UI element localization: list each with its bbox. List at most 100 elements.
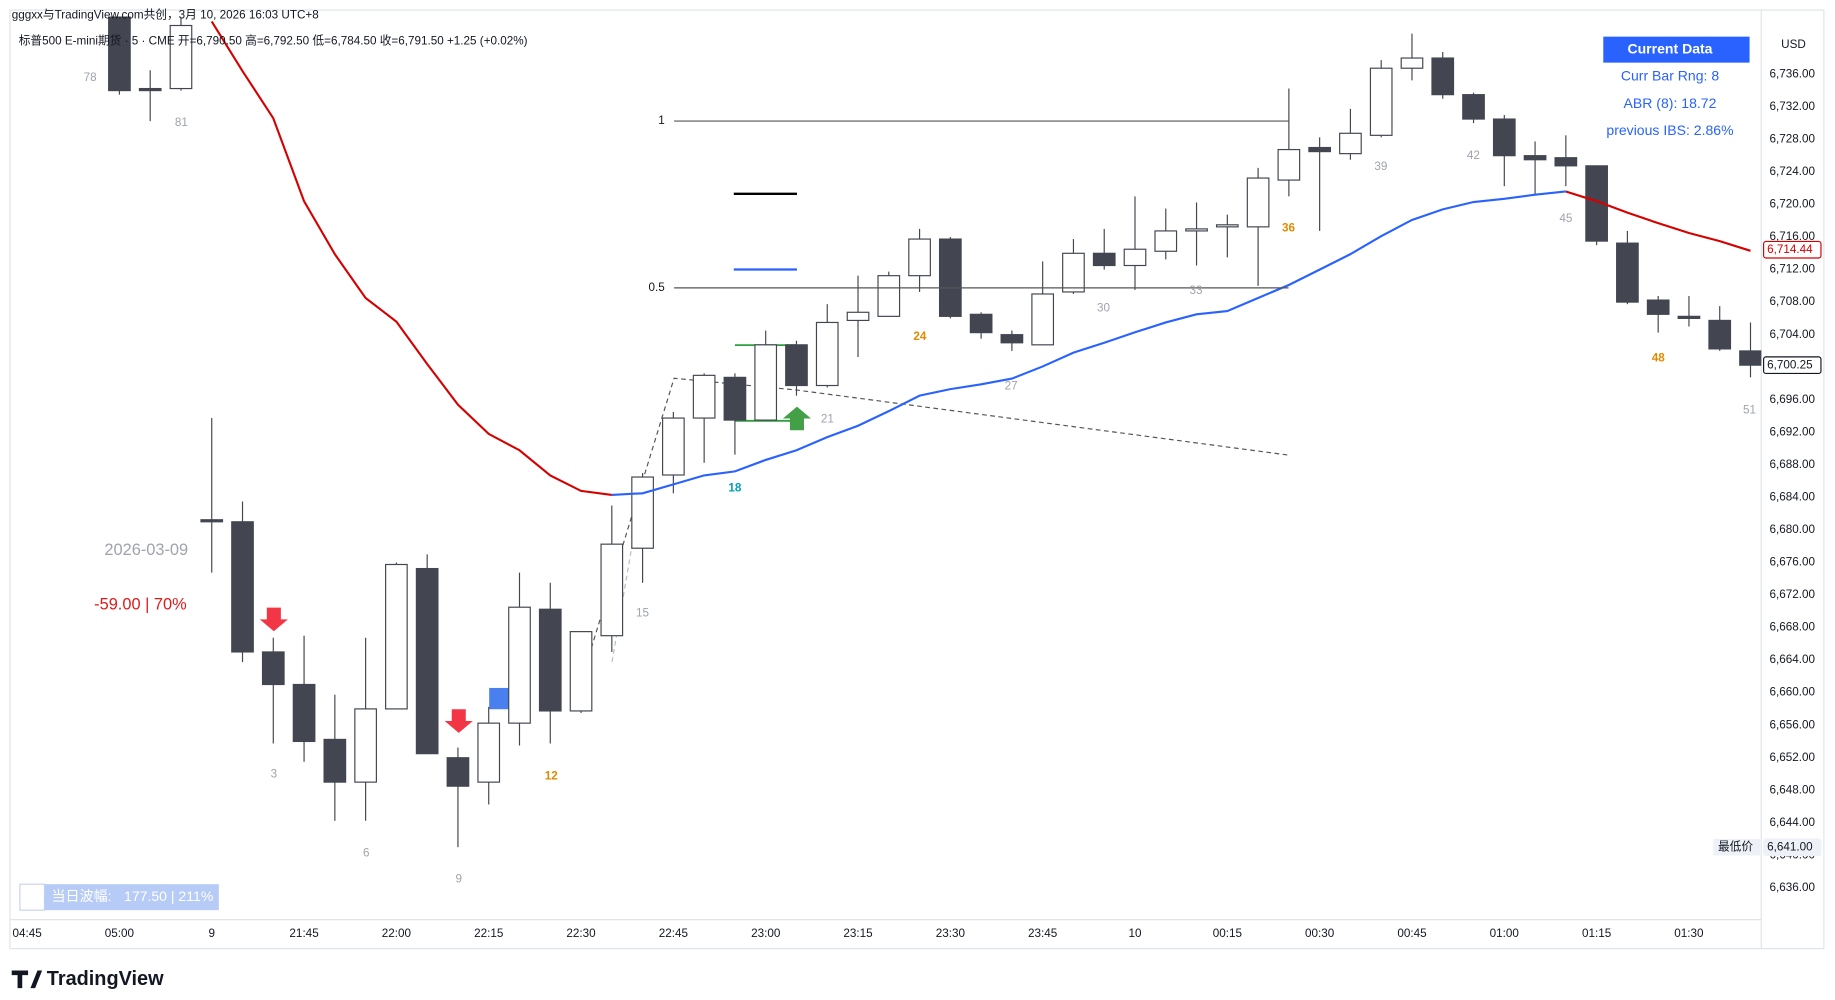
x-tick-label: 23:15 xyxy=(843,927,873,940)
y-tick-label: 6,704.00 xyxy=(1769,328,1815,341)
y-tick-label: 6,636.00 xyxy=(1769,881,1815,894)
bar-count-label: 78 xyxy=(84,71,97,84)
low-tag-box xyxy=(1713,838,1761,856)
currency: USD xyxy=(1781,38,1806,51)
candle-body xyxy=(1646,299,1670,315)
candle-body xyxy=(1369,67,1393,136)
candle-body xyxy=(1123,248,1147,267)
candle-body xyxy=(1585,165,1608,242)
candle-body xyxy=(231,521,254,653)
bar-count-label: 45 xyxy=(1559,212,1572,225)
ma-line xyxy=(611,190,1566,496)
y-tick-label: 6,668.00 xyxy=(1769,621,1815,634)
bar-count-label: 27 xyxy=(1005,380,1018,393)
up-arrow xyxy=(782,406,812,431)
bar-count-label: 6 xyxy=(363,847,370,860)
x-tick-label: 01:00 xyxy=(1490,927,1520,940)
candle-body xyxy=(569,631,593,712)
x-tick-label: 05:00 xyxy=(105,927,135,940)
y-tick-label: 6,652.00 xyxy=(1769,751,1815,764)
bar-count-label: 51 xyxy=(1743,403,1756,416)
candle-body xyxy=(415,567,439,755)
y-tick-label: 6,660.00 xyxy=(1769,686,1815,699)
bar-count-label: 12 xyxy=(545,770,558,783)
candle-body xyxy=(1616,242,1639,303)
y-tick-label: 6,728.00 xyxy=(1769,132,1815,145)
candle-body xyxy=(1708,319,1732,350)
candle-body xyxy=(662,417,685,476)
range-box xyxy=(44,884,219,911)
y-tick-label: 6,720.00 xyxy=(1769,198,1815,211)
candle-body xyxy=(169,24,193,90)
panel-line: previous IBS: 2.86% xyxy=(1606,122,1734,138)
candle-body xyxy=(292,683,316,743)
x-tick-label: 01:30 xyxy=(1674,927,1704,940)
bar-count-label: 18 xyxy=(728,481,741,494)
x-tick-label: 22:30 xyxy=(566,927,596,940)
marker xyxy=(489,687,511,710)
candle-body xyxy=(446,757,470,787)
y-tick-label: 6,648.00 xyxy=(1769,783,1815,796)
candle-body xyxy=(846,311,870,322)
candle-body xyxy=(1062,252,1085,293)
candle-body xyxy=(1092,252,1116,267)
x-tick-label: 23:00 xyxy=(751,927,781,940)
price-tag xyxy=(1763,356,1822,375)
candle-body xyxy=(538,608,562,712)
price-tag-label: 6,641.00 xyxy=(1767,840,1813,853)
bar-count-label: 39 xyxy=(1374,160,1387,173)
x-tick-label: 10 xyxy=(1128,927,1141,940)
candle-body xyxy=(877,275,901,317)
y-tick-label: 6,692.00 xyxy=(1769,425,1815,438)
y-tick-label: 6,708.00 xyxy=(1769,295,1815,308)
bar-count-label: 21 xyxy=(821,413,834,426)
candle-body xyxy=(1246,177,1270,228)
candle-body xyxy=(969,313,993,334)
y-tick-label: 6,656.00 xyxy=(1769,718,1815,731)
day-range-label: 当日波幅: xyxy=(51,888,111,904)
chart-frame xyxy=(9,9,1825,950)
bar-count-label: 36 xyxy=(1282,221,1295,234)
x-tick-label: 01:15 xyxy=(1582,927,1612,940)
candle-body xyxy=(200,519,224,523)
candle-body xyxy=(108,16,131,92)
bar-count-label: 30 xyxy=(1097,302,1110,315)
candle-body xyxy=(1677,315,1701,319)
candle-body xyxy=(1339,132,1362,155)
price-tag-label: 6,700.25 xyxy=(1767,358,1813,371)
candle-body xyxy=(1739,350,1762,366)
x-tick-label: 00:45 xyxy=(1397,927,1427,940)
logo-mark xyxy=(11,970,43,989)
y-tick-label: 6,676.00 xyxy=(1769,556,1815,569)
brand: TradingView xyxy=(47,968,164,990)
low-tag: 最低价 xyxy=(1718,840,1753,853)
candle-body xyxy=(785,344,808,387)
panel-title: Current Data xyxy=(1627,40,1712,56)
candle-body xyxy=(1492,118,1516,157)
day-range-value: 177.50 | 211% xyxy=(124,888,214,904)
y-tick-label: 6,644.00 xyxy=(1769,816,1815,829)
x-tick-label: 9 xyxy=(208,927,215,940)
candle-body xyxy=(1185,228,1208,232)
panel-line: ABR (8): 18.72 xyxy=(1624,95,1717,111)
candle-body xyxy=(354,708,377,783)
candle-body xyxy=(1000,334,1024,344)
x-tick-label: 22:15 xyxy=(474,927,504,940)
bar-count-label: 15 xyxy=(636,607,649,620)
x-tick-label: 04:45 xyxy=(12,927,42,940)
y-tick-label: 6,712.00 xyxy=(1769,263,1815,276)
candle-body xyxy=(323,738,347,783)
y-tick-label: 6,664.00 xyxy=(1769,653,1815,666)
y-tick-label: 6,688.00 xyxy=(1769,458,1815,471)
candle-body xyxy=(908,238,931,277)
y-tick-label: 6,684.00 xyxy=(1769,490,1815,503)
x-tick-label: 21:45 xyxy=(289,927,319,940)
candle-body xyxy=(1462,94,1485,120)
range-box xyxy=(19,883,46,911)
candle-body xyxy=(508,606,531,724)
bar-count-label: 33 xyxy=(1190,284,1203,297)
ma-line xyxy=(210,20,1751,496)
y-tick-label: 6,672.00 xyxy=(1769,588,1815,601)
y-tick-label: 6,696.00 xyxy=(1769,393,1815,406)
y-tick-label: 6,732.00 xyxy=(1769,100,1815,113)
